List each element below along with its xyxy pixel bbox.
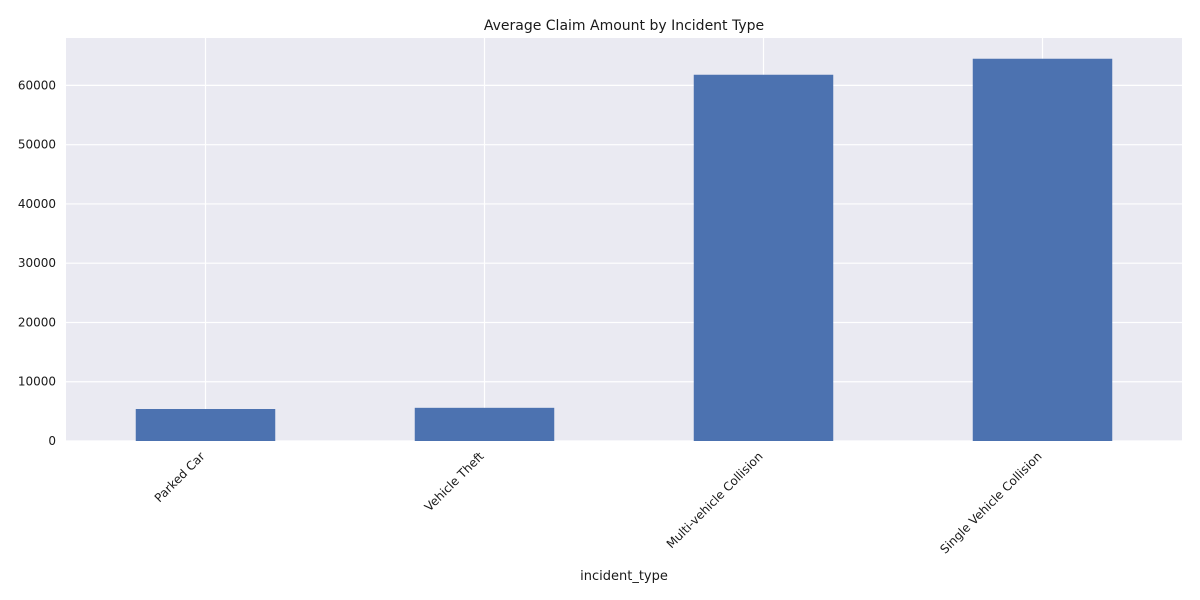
y-tick-label: 0 <box>48 434 56 448</box>
bar-multi-vehicle-collision <box>693 74 834 442</box>
x-tick-label: Parked Car <box>152 449 208 505</box>
bar-layer <box>135 58 1113 442</box>
x-tick-label: Multi-vehicle Collision <box>664 449 766 551</box>
y-tick-label: 20000 <box>18 315 56 329</box>
bar-single-vehicle-collision <box>972 58 1113 441</box>
y-tick-label: 10000 <box>18 375 56 389</box>
x-axis-label: incident_type <box>580 569 668 584</box>
y-tick-label: 40000 <box>18 197 56 211</box>
x-tick-label: Single Vehicle Collision <box>937 449 1044 556</box>
x-tick-label: Vehicle Theft <box>422 449 487 514</box>
y-axis-ticks: 0 10000 20000 30000 40000 50000 60000 <box>18 78 56 448</box>
bar-vehicle-theft <box>414 407 555 441</box>
y-tick-label: 50000 <box>18 138 56 152</box>
chart-title: Average Claim Amount by Incident Type <box>484 18 764 34</box>
y-tick-label: 30000 <box>18 256 56 270</box>
y-tick-label: 60000 <box>18 78 56 92</box>
x-axis-ticks: Parked Car Vehicle Theft Multi-vehicle Col… <box>152 449 1045 556</box>
bar-parked-car <box>135 408 276 441</box>
